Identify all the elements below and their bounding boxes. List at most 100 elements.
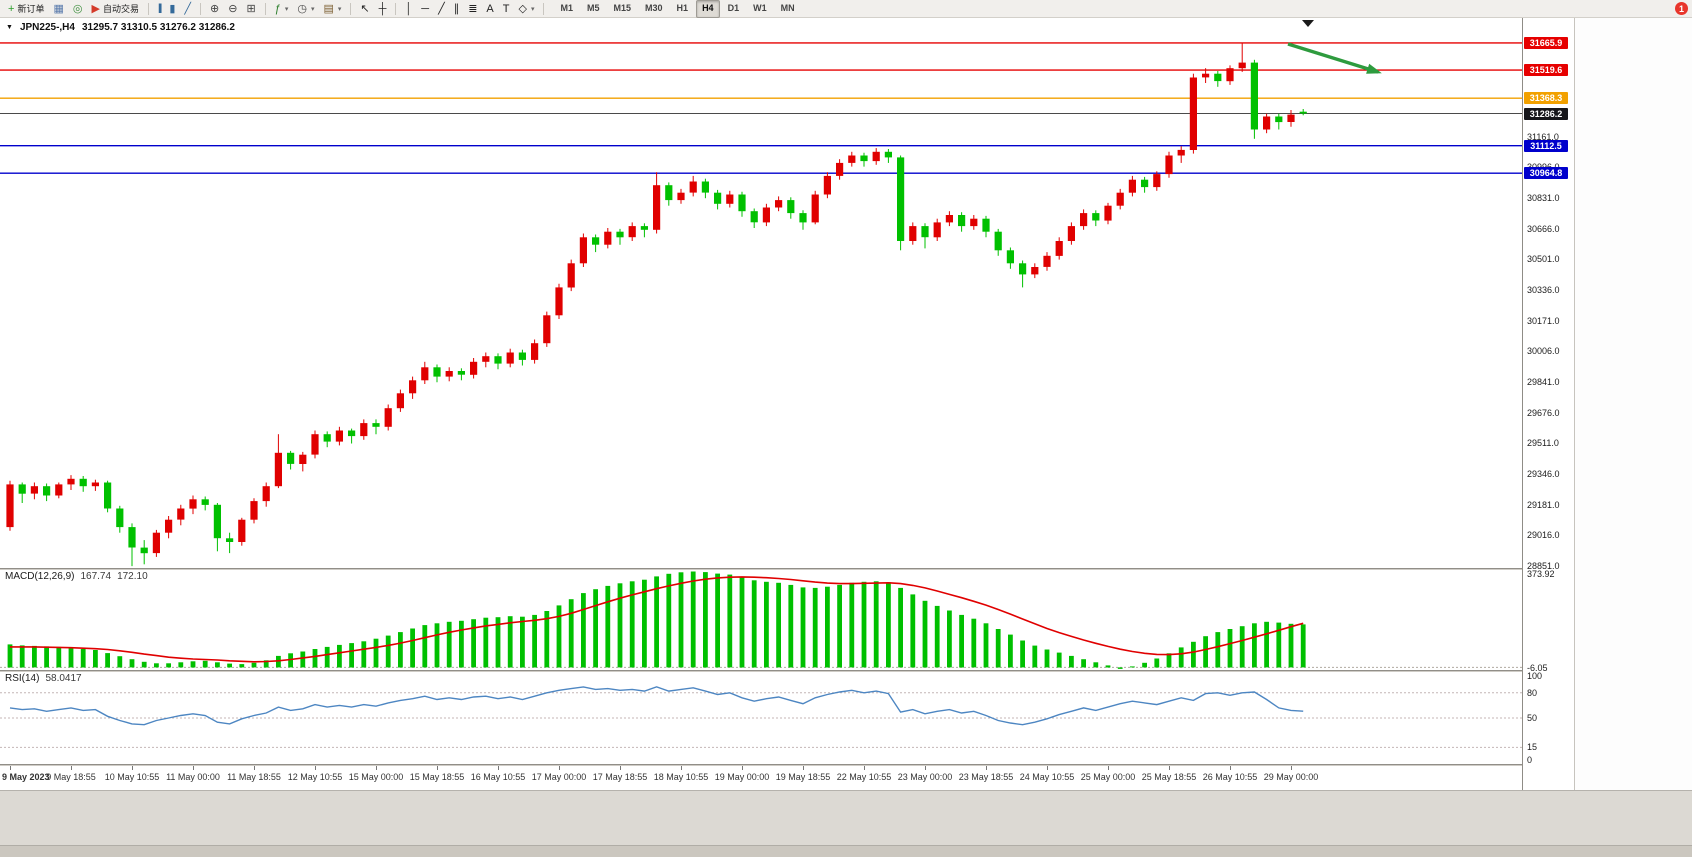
- bar-chart-button[interactable]: |||: [154, 0, 164, 18]
- time-axis-label: 10 May 10:55: [104, 772, 160, 782]
- status-bar: [0, 845, 1692, 857]
- candle: [238, 519, 246, 542]
- shapes-button[interactable]: ◇ ▾: [515, 0, 539, 18]
- horizontal-line-button[interactable]: ─: [417, 0, 433, 18]
- macd-bar: [324, 646, 330, 668]
- price-badge-31368.3: 31368.3: [1524, 92, 1568, 105]
- channel-button[interactable]: ∥: [450, 0, 464, 18]
- crosshair-button[interactable]: ┼: [375, 0, 391, 18]
- time-axis-label: 22 May 10:55: [836, 772, 892, 782]
- text-label-button[interactable]: T: [499, 0, 514, 18]
- candle: [750, 211, 758, 223]
- window-bottom-area: [0, 790, 1692, 857]
- macd-bar: [520, 616, 525, 668]
- candle: [1226, 68, 1234, 82]
- profiles-button[interactable]: ◎: [69, 0, 87, 18]
- time-axis-tick: [315, 766, 316, 770]
- templates-button[interactable]: ▤ ▾: [319, 0, 345, 18]
- new-order-button[interactable]: + 新订单: [4, 0, 48, 18]
- autotrading-button[interactable]: ▶ 自动交易: [87, 0, 142, 18]
- timeframe-D1[interactable]: D1: [727, 2, 740, 13]
- price-axis-label: 31161.0: [1527, 131, 1559, 142]
- macd-bar: [202, 660, 208, 668]
- time-axis-tick: [864, 766, 865, 770]
- text-button[interactable]: A: [482, 0, 497, 18]
- time-axis-label: 11 May 18:55: [227, 772, 281, 782]
- timeframe-M15[interactable]: M15: [613, 2, 632, 13]
- macd-bar: [263, 660, 269, 668]
- line-chart-button[interactable]: ╱: [180, 0, 195, 18]
- rsi-panel-divider[interactable]: [0, 670, 1574, 673]
- macd-bar: [1130, 666, 1135, 668]
- indicators-button[interactable]: ƒ ▾: [271, 0, 293, 18]
- time-axis-label: 25 May 18:55: [1141, 772, 1197, 782]
- timeframe-M1[interactable]: M1: [560, 2, 573, 13]
- price-axis-label: 28851.0: [1527, 561, 1560, 571]
- collapse-triangle-icon[interactable]: ▼: [6, 24, 13, 31]
- macd-bar: [776, 582, 781, 668]
- time-axis-label: 26 May 10:55: [1202, 772, 1258, 782]
- macd-title: MACD(12,26,9): [5, 571, 75, 582]
- macd-panel[interactable]: [0, 570, 1522, 670]
- price-axis[interactable]: 31161.030996.030831.030666.030501.030336…: [1522, 18, 1574, 790]
- candle: [335, 430, 343, 442]
- tile-windows-button[interactable]: ⊞: [242, 0, 259, 18]
- macd-bar: [1239, 626, 1245, 668]
- cursor-button[interactable]: ↖: [356, 0, 373, 18]
- macd-bar: [995, 629, 1001, 668]
- crosshair-icon: ┼: [378, 2, 387, 15]
- chart-shift-marker[interactable]: [1302, 20, 1314, 27]
- timeframe-MN[interactable]: MN: [780, 2, 795, 13]
- candle: [384, 408, 392, 427]
- macd-panel-divider[interactable]: [0, 568, 1574, 571]
- candle: [140, 547, 148, 554]
- periods-button[interactable]: ◷ ▾: [293, 0, 318, 18]
- time-axis-label: 9 May 18:55: [46, 772, 96, 782]
- trend-arrow[interactable]: [1287, 42, 1379, 74]
- macd-bar: [642, 579, 647, 668]
- time-axis[interactable]: 9 May 2023 9 May 18:55 10 May 10:55 11 May …: [0, 766, 1574, 790]
- price-axis-label: 29181.0: [1527, 499, 1560, 510]
- macd-bar: [849, 582, 855, 668]
- time-axis-label: 23 May 18:55: [958, 772, 1014, 782]
- macd-bar: [1300, 624, 1306, 668]
- time-axis-tick: [10, 766, 11, 770]
- trendline-button[interactable]: ╱: [434, 0, 449, 18]
- candle: [152, 532, 160, 554]
- time-axis-tick: [376, 766, 377, 770]
- macd-bar: [1178, 647, 1184, 668]
- notification-badge[interactable]: 1: [1675, 2, 1688, 15]
- timeframe-M30[interactable]: M30: [645, 2, 663, 13]
- fibonacci-button[interactable]: ≣: [464, 0, 481, 18]
- macd-bar: [678, 572, 684, 668]
- candle: [872, 151, 880, 162]
- macd-bar: [373, 638, 379, 668]
- macd-bar: [873, 581, 879, 668]
- macd-bar: [215, 662, 220, 668]
- candlestick-chart[interactable]: [0, 18, 1522, 568]
- timeframe-M5[interactable]: M5: [587, 2, 600, 13]
- candle: [1055, 241, 1063, 256]
- autotrading-icon: ▶: [91, 2, 100, 15]
- macd-bar: [837, 584, 842, 668]
- macd-bar: [1252, 623, 1257, 668]
- charts-window-button[interactable]: ▦: [49, 0, 67, 18]
- time-axis-tick: [620, 766, 621, 770]
- candle: [531, 343, 539, 360]
- candle: [323, 434, 331, 442]
- vertical-line-button[interactable]: │: [401, 0, 416, 18]
- candle: [274, 452, 282, 487]
- zoom-out-button[interactable]: ⊖: [224, 0, 241, 18]
- macd-bar: [44, 646, 49, 668]
- candlestick-chart-button[interactable]: ▮: [165, 0, 179, 18]
- time-axis-tick: [193, 766, 194, 770]
- candle: [1092, 213, 1100, 221]
- macd-label: MACD(12,26,9) 167.74 172.10: [5, 571, 148, 582]
- zoom-in-button[interactable]: ⊕: [206, 0, 223, 18]
- macd-bar: [910, 594, 916, 668]
- timeframe-H4[interactable]: H4: [696, 0, 720, 18]
- timeframe-W1[interactable]: W1: [753, 2, 767, 13]
- timeframe-H1[interactable]: H1: [676, 2, 689, 13]
- rsi-panel[interactable]: [0, 672, 1522, 764]
- toolbar: + 新订单 ▦ ◎ ▶ 自动交易 ||| ▮ ╱ ⊕ ⊖ ⊞ ƒ ▾ ◷ ▾ ▤ ▾ ↖ ┼ │ ─ ╱ ∥ ≣ A T ◇ ▾ M1 M5…: [0, 0, 1692, 18]
